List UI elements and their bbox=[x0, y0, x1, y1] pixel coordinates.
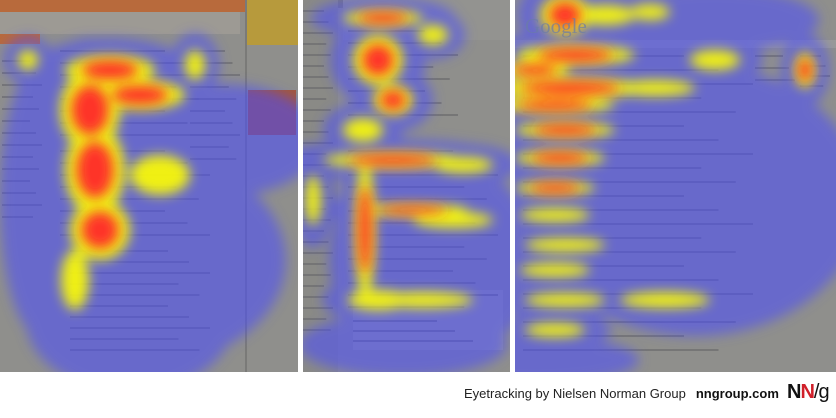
heatmap-panel-ecommerce bbox=[303, 0, 510, 372]
heatmap-overlay bbox=[303, 0, 510, 372]
heatmap-overlay bbox=[0, 0, 298, 372]
heatmap-panel-search: Google bbox=[515, 0, 836, 372]
footer-caption: Eyetracking by Nielsen Norman Group nngro… bbox=[464, 386, 779, 401]
credit-text: Eyetracking by Nielsen Norman Group bbox=[464, 386, 686, 401]
heatmap-overlay bbox=[515, 0, 836, 372]
nng-logo: NN/g bbox=[787, 381, 830, 403]
google-logo: Google bbox=[525, 14, 587, 38]
heatmap-panel-corporate bbox=[0, 0, 298, 372]
site-link[interactable]: nngroup.com bbox=[695, 386, 779, 401]
